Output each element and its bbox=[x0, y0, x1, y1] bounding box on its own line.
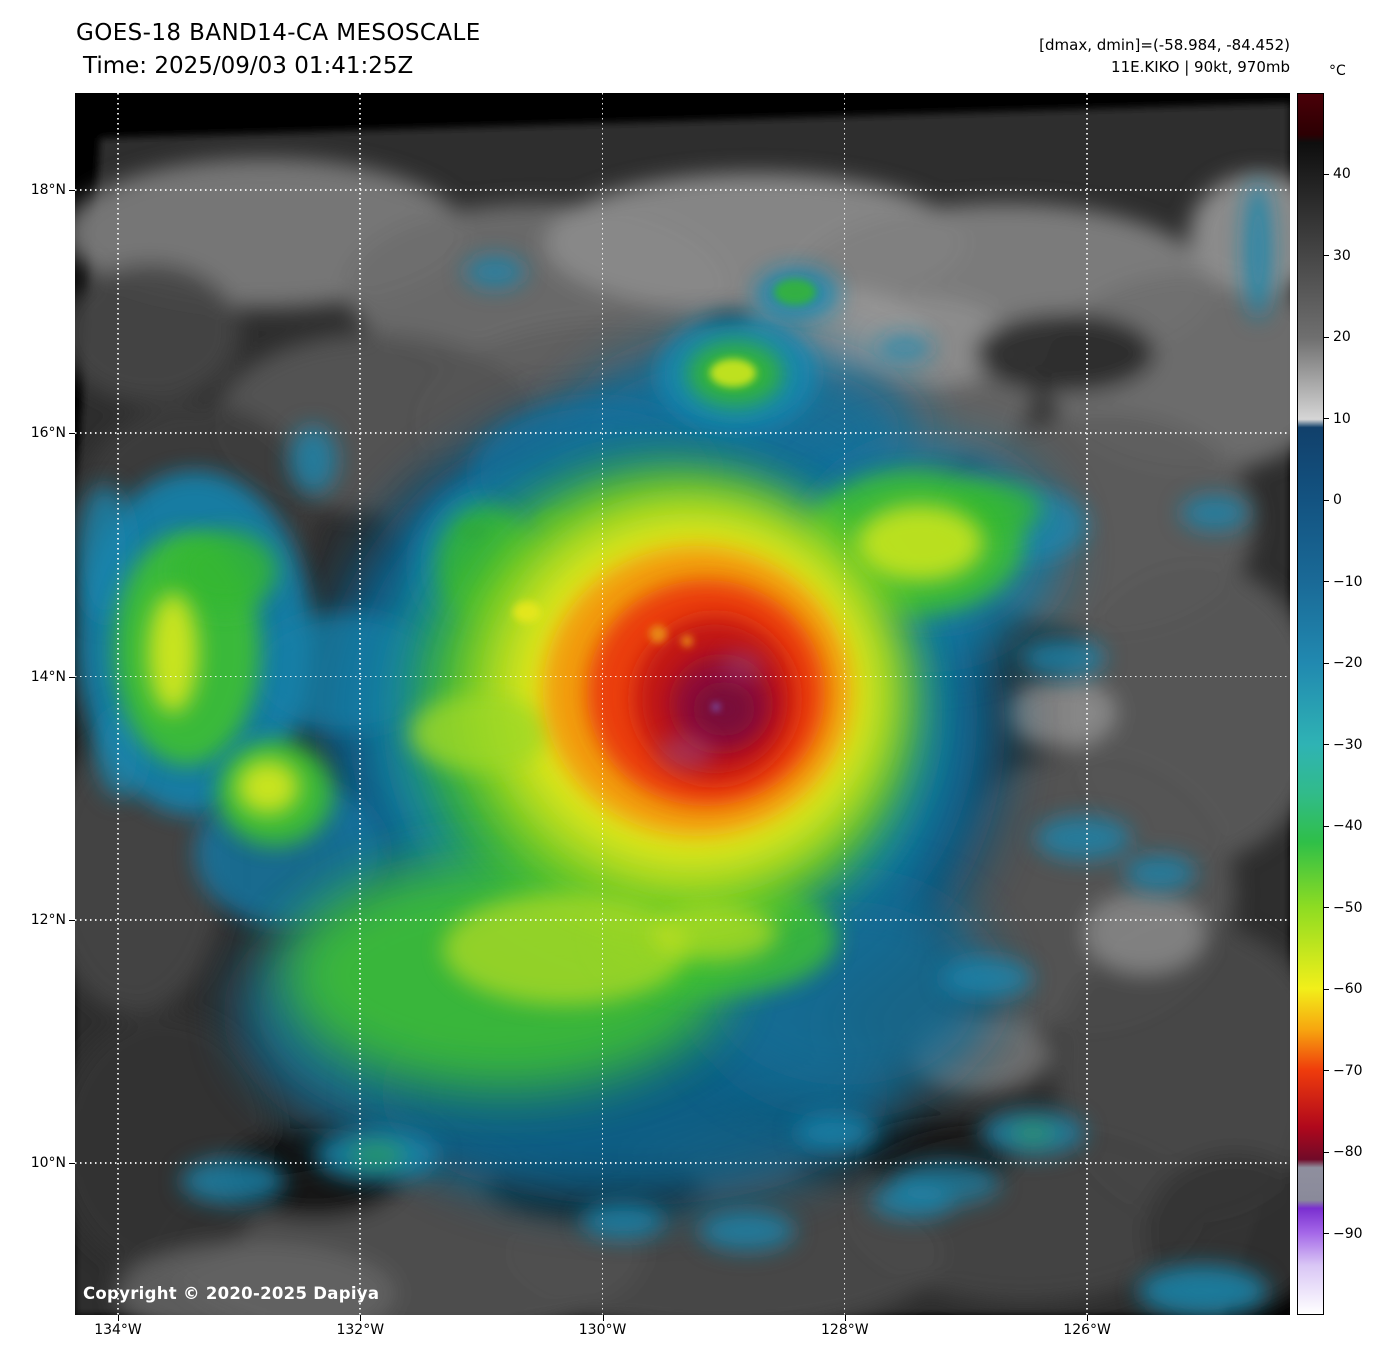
colorbar-tick-mark bbox=[1324, 581, 1329, 583]
lat-label: 12°N bbox=[30, 911, 66, 928]
colorbar-tick-label: 0 bbox=[1333, 492, 1342, 509]
lon-tick-mark bbox=[602, 1315, 604, 1321]
colorbar-tick: 20 bbox=[1324, 329, 1351, 345]
colorbar-tick: −50 bbox=[1324, 900, 1363, 916]
colorbar-tick: −10 bbox=[1324, 574, 1363, 590]
lon-label: 128°W bbox=[821, 1322, 869, 1338]
colorbar-tick-label: −90 bbox=[1333, 1225, 1363, 1242]
lat-label: 16°N bbox=[30, 425, 66, 442]
lon-label: 132°W bbox=[336, 1322, 385, 1338]
lat-tick-mark bbox=[69, 433, 75, 435]
colorbar-tick-mark bbox=[1324, 988, 1329, 990]
lon-label: 126°W bbox=[1063, 1322, 1111, 1338]
colorbar-tick-label: 40 bbox=[1333, 166, 1351, 183]
colorbar-tick-label: −60 bbox=[1333, 981, 1363, 998]
colorbar-tick: 30 bbox=[1324, 248, 1351, 264]
colorbar-ticks: 40 30 20 10 0 −10 −20 −30 −40 −50 −60 −70 −80 −90 bbox=[1324, 93, 1390, 1315]
colorbar-tick-label: −50 bbox=[1333, 899, 1363, 916]
storm-core bbox=[543, 546, 851, 836]
colorbar-tick: −60 bbox=[1324, 981, 1363, 997]
colorbar-tick: −30 bbox=[1324, 737, 1363, 753]
colorbar-tick-mark bbox=[1324, 418, 1329, 420]
lon-tick-mark bbox=[118, 1315, 119, 1321]
lat-tick-mark bbox=[69, 676, 75, 678]
storm-info: 11E.KIKO | 90kt, 970mb bbox=[1111, 58, 1290, 76]
colorbar-tick-label: 10 bbox=[1333, 410, 1351, 427]
colorbar-tick-mark bbox=[1324, 744, 1329, 746]
colorbar-tick: −80 bbox=[1324, 1144, 1363, 1160]
colorbar-tick: −40 bbox=[1324, 818, 1363, 834]
colorbar-tick-label: −10 bbox=[1333, 573, 1363, 590]
colorbar-tick-mark bbox=[1324, 1070, 1329, 1072]
lat-tick-mark bbox=[69, 919, 75, 921]
colorbar-tick-mark bbox=[1324, 499, 1329, 501]
colorbar-tick-label: −20 bbox=[1333, 655, 1363, 672]
colorbar-gradient bbox=[1298, 94, 1323, 1314]
colorbar-tick-label: −80 bbox=[1333, 1144, 1363, 1161]
scattered-cold-cloud-patches bbox=[77, 180, 1272, 1315]
copyright: Copyright © 2020-2025 Dapiya bbox=[83, 1284, 380, 1303]
dmax-dmin-readout: [dmax, dmin]=(-58.984, -84.452) bbox=[1039, 36, 1290, 54]
storm-eye-dot bbox=[712, 703, 720, 711]
colorbar-tick-mark bbox=[1324, 1151, 1329, 1153]
lat-label: 18°N bbox=[30, 182, 66, 199]
colorbar-tick: 10 bbox=[1324, 411, 1351, 427]
colorbar-tick-mark bbox=[1324, 825, 1329, 827]
colorbar-tick-label: −30 bbox=[1333, 736, 1363, 753]
product-title: GOES-18 BAND14-CA MESOSCALE bbox=[76, 20, 481, 46]
colorbar-tick-label: 30 bbox=[1333, 247, 1351, 264]
satellite-imagery bbox=[75, 93, 1290, 1315]
lon-tick-mark bbox=[844, 1315, 846, 1321]
colorbar-tick: −20 bbox=[1324, 655, 1363, 671]
lat-tick-mark bbox=[69, 1163, 75, 1165]
lon-tick-mark bbox=[1087, 1315, 1089, 1321]
colorbar-tick-mark bbox=[1324, 907, 1329, 909]
colorbar-tick-mark bbox=[1324, 173, 1329, 175]
colorbar-tick: 0 bbox=[1324, 492, 1342, 508]
satellite-map: Copyright © 2020-2025 Dapiya bbox=[75, 93, 1290, 1315]
colorbar-tick-label: −70 bbox=[1333, 1062, 1363, 1079]
colorbar bbox=[1297, 93, 1324, 1315]
lat-tick-mark bbox=[69, 190, 75, 192]
colorbar-tick-label: 20 bbox=[1333, 329, 1351, 346]
colorbar-tick-label: −40 bbox=[1333, 818, 1363, 835]
lon-tick-mark bbox=[360, 1315, 362, 1321]
lon-label: 134°W bbox=[94, 1322, 142, 1338]
colorbar-tick-mark bbox=[1324, 1233, 1329, 1235]
colorbar-tick-mark bbox=[1324, 255, 1329, 257]
colorbar-tick: −70 bbox=[1324, 1063, 1363, 1079]
colorbar-unit-label: °C bbox=[1329, 63, 1346, 79]
timestamp: Time: 2025/09/03 01:41:25Z bbox=[83, 53, 414, 79]
lon-label: 130°W bbox=[578, 1322, 627, 1338]
colorbar-tick-mark bbox=[1324, 662, 1329, 664]
lat-label: 14°N bbox=[30, 668, 66, 685]
colorbar-tick-mark bbox=[1324, 336, 1329, 338]
colorbar-tick: −90 bbox=[1324, 1226, 1363, 1242]
colorbar-tick: 40 bbox=[1324, 166, 1351, 182]
lat-label: 10°N bbox=[30, 1155, 66, 1172]
